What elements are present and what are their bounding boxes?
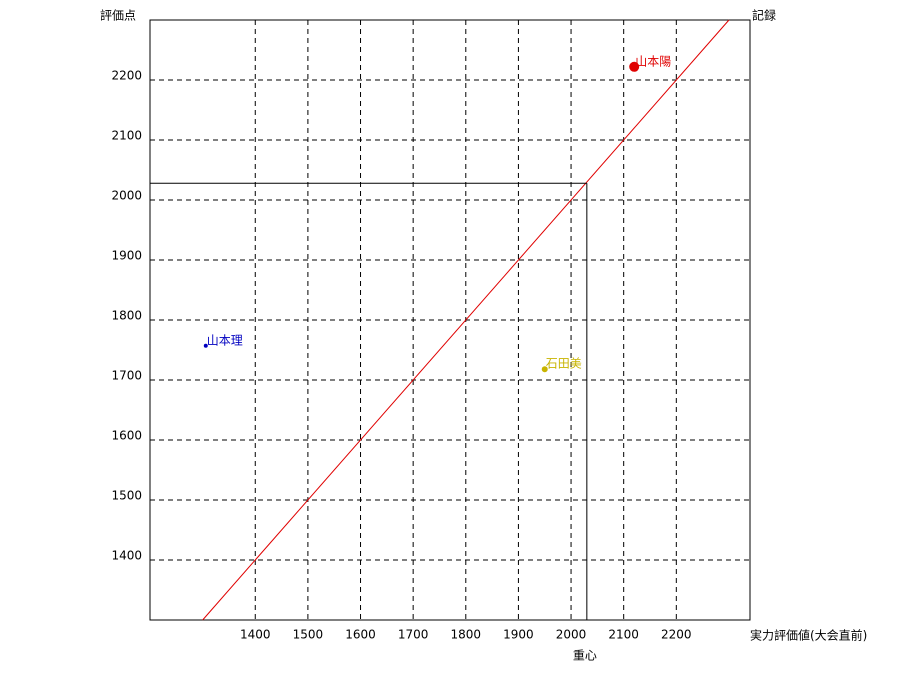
centroid-label: 重心 bbox=[573, 649, 597, 663]
y-tick-label: 1700 bbox=[111, 369, 142, 383]
point bbox=[629, 61, 640, 72]
y-axis-label: 評価点 bbox=[100, 8, 136, 23]
x-tick-label: 2200 bbox=[661, 628, 692, 642]
x-tick-label: 1400 bbox=[240, 628, 271, 642]
diagonal-label: 記録 bbox=[752, 8, 776, 23]
y-tick-label: 2100 bbox=[111, 129, 142, 143]
x-tick-label: 2100 bbox=[608, 628, 639, 642]
x-tick-label: 2000 bbox=[556, 628, 587, 642]
point-label: 山本理 bbox=[207, 333, 243, 347]
x-tick-label: 1600 bbox=[345, 628, 376, 642]
point-label: 石田美 bbox=[546, 357, 582, 371]
point bbox=[541, 366, 548, 373]
point-label: 山本陽 bbox=[635, 54, 671, 68]
point bbox=[203, 343, 208, 348]
x-axis-label: 実力評価値(大会直前) bbox=[750, 628, 867, 643]
y-tick-label: 1500 bbox=[111, 489, 142, 503]
y-tick-label: 2000 bbox=[111, 189, 142, 203]
y-tick-label: 1800 bbox=[111, 309, 142, 323]
x-tick-label: 1900 bbox=[503, 628, 534, 642]
diagonal-line bbox=[202, 19, 730, 621]
x-tick-label: 1700 bbox=[398, 628, 429, 642]
y-tick-label: 2200 bbox=[111, 69, 142, 83]
x-tick-label: 1800 bbox=[451, 628, 482, 642]
y-tick-label: 1400 bbox=[111, 549, 142, 563]
y-tick-label: 1600 bbox=[111, 429, 142, 443]
y-tick-label: 1900 bbox=[111, 249, 142, 263]
x-tick-label: 1500 bbox=[293, 628, 324, 642]
